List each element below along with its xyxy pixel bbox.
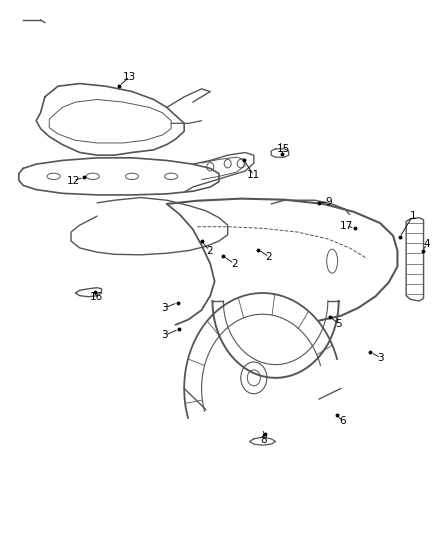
Text: 3: 3 [161,330,168,341]
Text: 11: 11 [247,171,261,180]
Text: 13: 13 [123,71,136,82]
Text: 3: 3 [161,303,168,313]
Text: 2: 2 [231,259,237,269]
Text: 2: 2 [206,246,213,256]
Text: 3: 3 [378,353,384,362]
Text: 16: 16 [90,292,103,302]
Text: 12: 12 [67,175,80,185]
Text: 4: 4 [424,239,431,249]
Text: 17: 17 [339,221,353,231]
Text: 2: 2 [266,252,272,262]
Text: 1: 1 [410,211,416,221]
Text: 15: 15 [277,144,290,154]
Text: 9: 9 [325,197,332,207]
Text: 5: 5 [336,319,342,329]
Text: 8: 8 [260,435,267,446]
Text: 6: 6 [340,416,346,426]
